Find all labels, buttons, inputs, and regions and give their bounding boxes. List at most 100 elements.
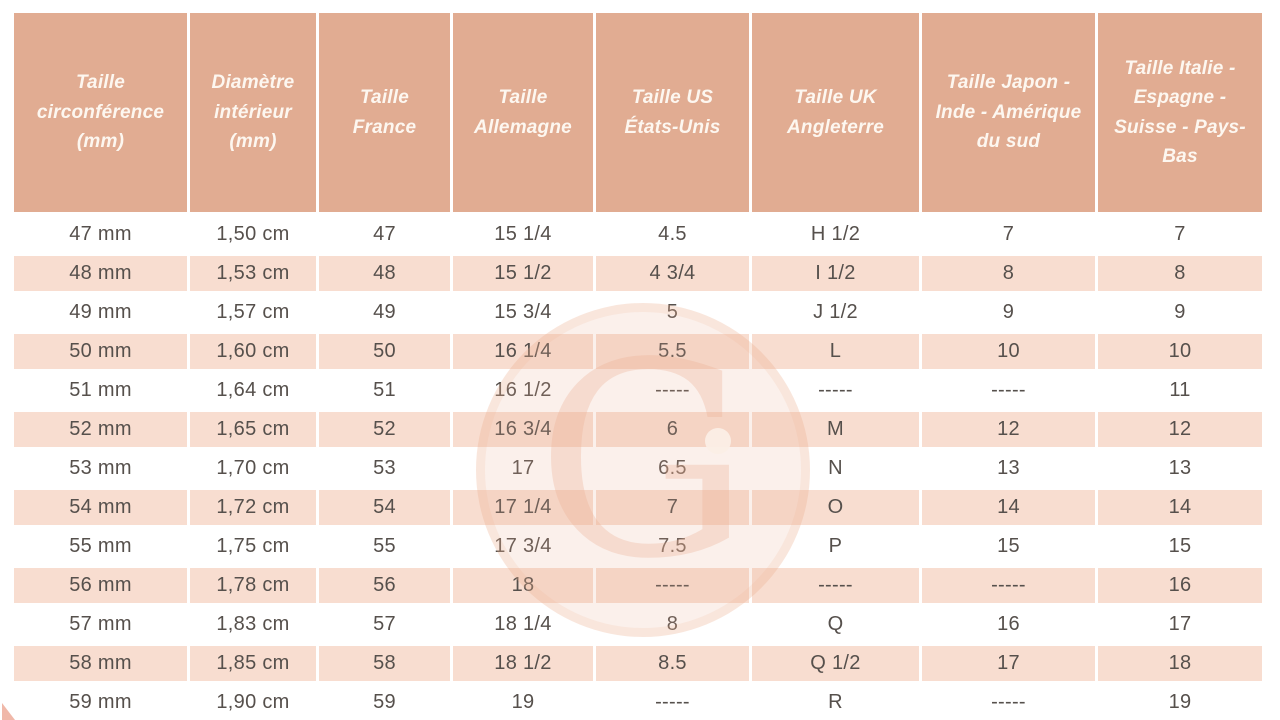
table-cell: 52 mm (14, 412, 190, 447)
table-cell: ----- (922, 685, 1098, 720)
table-cell: 15 1/2 (453, 256, 596, 291)
table-cell: 8 (922, 256, 1098, 291)
table-cell: 14 (1098, 490, 1262, 525)
table-cell: 18 1/2 (453, 646, 596, 681)
table-cell: 52 (319, 412, 453, 447)
table-cell: M (752, 412, 922, 447)
table-cell: 1,50 cm (190, 217, 319, 252)
table-cell: 13 (922, 451, 1098, 486)
table-cell: ----- (596, 685, 752, 720)
table-cell: 1,83 cm (190, 607, 319, 642)
table-cell: 15 (1168, 535, 1192, 557)
table-cell: 7 (922, 217, 1098, 252)
table-cell: 56 (319, 568, 453, 603)
table-cell: 51 mm (14, 373, 190, 408)
table-cell: 6 (596, 412, 752, 447)
table-cell: R (752, 685, 922, 720)
table-cell: 55 (319, 529, 453, 564)
table-cell: 15 3/4 (453, 295, 596, 330)
table-cell: 4 3/4 (596, 256, 752, 291)
table-cell: 1,64 cm (190, 373, 319, 408)
table-cell: 15 1/4 (453, 217, 596, 252)
table-row: 59 mm 1,90 cm 59 19 ----- R ----- 19 (14, 685, 1262, 720)
table-cell: 18 (453, 568, 596, 603)
table-row: 50 mm 1,60 cm 50 16 1/4 5.5 L 10 10 (14, 334, 1262, 369)
table-cell: 54 (319, 490, 453, 525)
table-cell: I 1/2 (752, 256, 922, 291)
table-cell: 1,72 cm (190, 490, 319, 525)
table-row: 54 mm 1,72 cm 54 17 1/4 7 O 14 14 (14, 490, 1262, 525)
column-header-us: Taille US États-Unis (596, 13, 752, 212)
table-cell: 7 (596, 490, 752, 525)
table-cell: 17 (453, 451, 596, 486)
table-cell: 10 (922, 334, 1098, 369)
table-row: 57 mm 1,83 cm 57 18 1/4 8 Q 16 17 (14, 607, 1262, 642)
table-cell: 1,60 cm (190, 334, 319, 369)
table-cell: 8.5 (596, 646, 752, 681)
table-cell: 12 (1098, 412, 1262, 447)
table-cell: ----- (596, 373, 752, 408)
table-cell: 51 (319, 373, 453, 408)
table-cell: ----- (596, 568, 752, 603)
table-row: 55 mm 1,75 cm 55 17 3/4 7.5 P 15 15 (14, 529, 1262, 564)
table-cell: 17 3/4 (453, 529, 596, 564)
table-cell: 59 mm (14, 685, 190, 720)
table-cell: 18 1/4 (453, 607, 596, 642)
table-cell: N (752, 451, 922, 486)
table-cell: 16 (922, 607, 1098, 642)
table-cell: 1,85 cm (190, 646, 319, 681)
table-cell: 47 mm (14, 217, 190, 252)
column-header-inner-diameter: Diamètre intérieur (mm) (190, 13, 319, 212)
table-cell: ----- (922, 568, 1098, 603)
table-cell: 17 1/4 (453, 490, 596, 525)
table-body: 47 mm 1,50 cm 47 15 1/4 4.5 H 1/2 7 7 48 mm 1,53 … (14, 217, 1262, 720)
table-cell: 53 (319, 451, 453, 486)
table-row: 47 mm 1,50 cm 47 15 1/4 4.5 H 1/2 7 7 (14, 217, 1262, 252)
table-row: 58 mm 1,85 cm 58 18 1/2 8.5 Q 1/2 17 18 (14, 646, 1262, 681)
table-cell: 5.5 (596, 334, 752, 369)
table-cell: Q 1/2 (752, 646, 922, 681)
table-cell: 50 (319, 334, 453, 369)
table-cell: 13 (1168, 457, 1192, 479)
table-cell: 56 mm (14, 568, 190, 603)
table-cell: 4.5 (596, 217, 752, 252)
table-cell: 59 (319, 685, 453, 720)
table-cell: 11 (1169, 379, 1191, 401)
table-cell: 1,90 cm (190, 685, 319, 720)
table-row: 53 mm 1,70 cm 53 17 6.5 N 13 13 (14, 451, 1262, 486)
table-cell: 9 (922, 295, 1098, 330)
column-header-italy-spain-switzerland-netherlands: Taille Italie - Espagne - Suisse - Pays-… (1098, 13, 1262, 212)
table-cell: Q (752, 607, 922, 642)
table-cell: 7.5 (596, 529, 752, 564)
table-cell: 57 (319, 607, 453, 642)
table-cell: P (752, 529, 922, 564)
table-cell: 1,53 cm (190, 256, 319, 291)
table-cell: 55 mm (14, 529, 190, 564)
table-cell: 8 (1098, 256, 1262, 291)
table-cell: 10 (1098, 334, 1262, 369)
table-header-row: Taille circonférence (mm) Diamètre intér… (14, 13, 1262, 212)
table-cell: 15 (922, 529, 1098, 564)
table-cell: 1,65 cm (190, 412, 319, 447)
table-cell: 49 mm (14, 295, 190, 330)
ring-size-conversion-table: Taille circonférence (mm) Diamètre intér… (14, 13, 1262, 720)
table-cell: 49 (319, 295, 453, 330)
table-cell: O (752, 490, 922, 525)
table-cell: 54 mm (14, 490, 190, 525)
table-cell: 47 (319, 217, 453, 252)
table-cell: 16 3/4 (453, 412, 596, 447)
table-cell: 14 (922, 490, 1098, 525)
table-cell: H 1/2 (752, 217, 922, 252)
table-cell: 53 mm (14, 451, 190, 486)
table-cell: ----- (922, 373, 1098, 408)
table-row: 51 mm 1,64 cm 51 16 1/2 ----- ----- ----- 11 (14, 373, 1262, 408)
table-cell: 57 mm (14, 607, 190, 642)
table-cell: 19 (453, 685, 596, 720)
table-row: 49 mm 1,57 cm 49 15 3/4 5 J 1/2 9 9 (14, 295, 1262, 330)
corner-decoration (2, 703, 15, 720)
table-cell: 16 (1098, 568, 1262, 603)
table-cell: 6.5 (596, 451, 752, 486)
table-cell: 1,75 cm (190, 529, 319, 564)
table-row: 48 mm 1,53 cm 48 15 1/2 4 3/4 I 1/2 8 8 (14, 256, 1262, 291)
table-cell: 1,70 cm (190, 451, 319, 486)
